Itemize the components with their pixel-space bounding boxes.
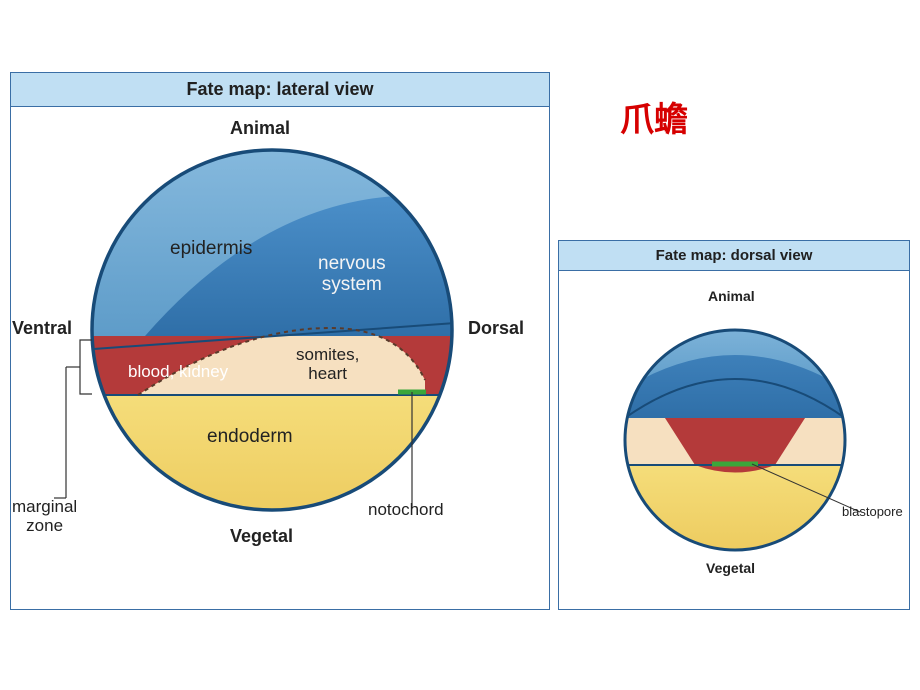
label-vegetal-left: Vegetal	[230, 526, 293, 547]
label-marginal-zone: marginalzone	[12, 498, 77, 535]
label-nervous: nervoussystem	[318, 254, 386, 296]
dorsal-header: Fate map: dorsal view	[559, 241, 909, 271]
label-ventral: Ventral	[12, 318, 72, 339]
label-animal-left: Animal	[230, 118, 290, 139]
label-epidermis: epidermis	[170, 238, 252, 260]
label-blood: blood, kidney	[128, 362, 228, 382]
label-dorsal: Dorsal	[468, 318, 524, 339]
label-somites: somites,heart	[296, 346, 359, 383]
lateral-header: Fate map: lateral view	[11, 73, 549, 107]
label-notochord: notochord	[368, 500, 444, 520]
label-endoderm: endoderm	[207, 426, 293, 448]
page-title-cjk: 爪蟾	[620, 92, 688, 141]
label-animal-right: Animal	[708, 288, 755, 304]
label-vegetal-right: Vegetal	[706, 560, 755, 576]
label-blastopore: blastopore	[842, 504, 903, 519]
